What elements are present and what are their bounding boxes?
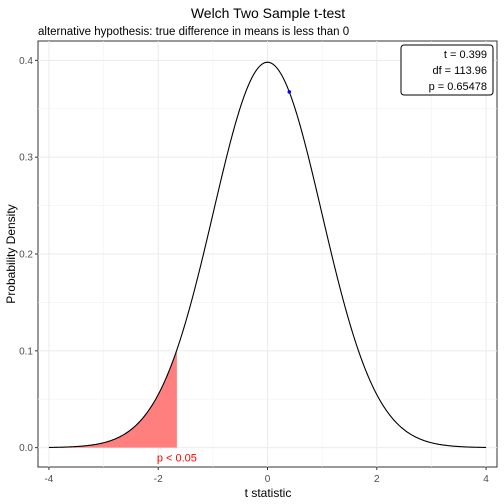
y-tick-label: 0.0 [19,443,33,454]
density-curve [48,61,487,448]
y-tick-label: 0.3 [19,153,33,164]
y-tick-label: 0.1 [19,346,33,357]
chart-marks: p < 0.05 [48,61,487,465]
x-tick-label: 2 [374,474,380,485]
stats-t: t = 0.399 [444,49,487,61]
x-tick-label: -4 [44,474,53,485]
chart-title: Welch Two Sample t-test [191,5,345,21]
stats-p: p = 0.65478 [429,81,487,93]
y-axis-label: Probability Density [4,204,18,303]
x-axis-label: t statistic [245,486,292,500]
rejection-region-area [48,349,177,448]
observed-t-point [287,90,292,94]
stats-df: df = 113.96 [432,65,487,77]
x-tick-label: 0 [265,474,271,485]
y-tick-label: 0.2 [19,250,33,261]
x-tick-label: 4 [483,474,489,485]
y-tick-label: 0.4 [19,56,33,67]
stats-box: t = 0.399 df = 113.96 p = 0.65478 [400,44,494,96]
axis-ticks: -4 -2 0 2 4 0.0 0.1 0.2 0.3 0.4 [19,56,489,485]
chart-subtitle: alternative hypothesis: true difference … [38,26,349,38]
x-tick-label: -2 [154,474,163,485]
rejection-region-label: p < 0.05 [157,453,197,465]
stats-box-frame [400,44,494,96]
